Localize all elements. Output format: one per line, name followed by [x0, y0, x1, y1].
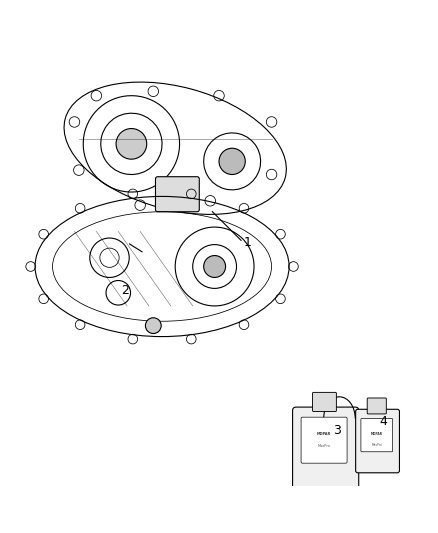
Ellipse shape: [116, 128, 147, 159]
Circle shape: [145, 318, 161, 334]
Text: 3: 3: [333, 424, 341, 437]
FancyBboxPatch shape: [356, 409, 399, 473]
Text: 4: 4: [379, 416, 387, 429]
Ellipse shape: [204, 255, 226, 278]
Text: MOPAR: MOPAR: [371, 432, 383, 437]
Ellipse shape: [219, 148, 245, 174]
Text: MaxPro: MaxPro: [317, 444, 330, 448]
FancyBboxPatch shape: [367, 398, 386, 414]
FancyBboxPatch shape: [301, 417, 347, 463]
Text: MOPAR: MOPAR: [317, 432, 331, 436]
FancyBboxPatch shape: [293, 407, 359, 493]
FancyBboxPatch shape: [313, 392, 336, 411]
FancyBboxPatch shape: [155, 177, 199, 212]
Text: 2: 2: [121, 284, 129, 297]
Text: 1: 1: [244, 236, 251, 249]
Text: MaxPro: MaxPro: [371, 442, 382, 447]
FancyBboxPatch shape: [361, 418, 392, 452]
